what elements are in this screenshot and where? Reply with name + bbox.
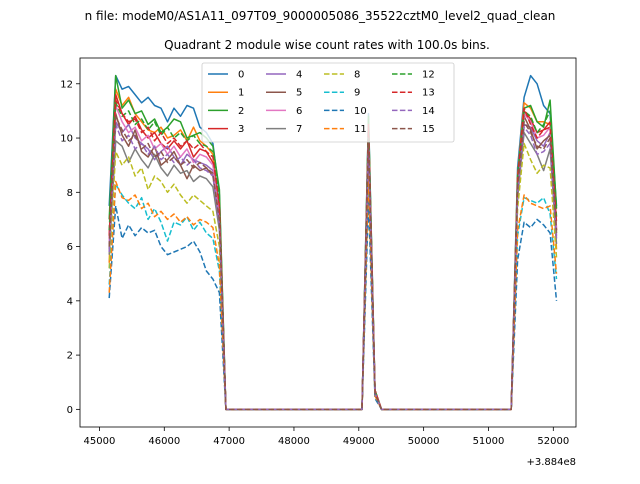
x-axis: 45000 46000 47000 48000 49000 50000 51000 52000 [84,427,569,447]
x-tick-label: 47000 [213,436,245,447]
legend-label-5: 5 [296,88,302,99]
x-tick-label: 46000 [148,436,180,447]
y-tick-label: 8 [67,188,73,199]
legend-label-10: 10 [354,106,367,117]
legend-label-11: 11 [354,124,367,135]
legend-label-6: 6 [296,106,302,117]
y-tick-label: 0 [67,405,73,416]
x-tick-label: 45000 [84,436,116,447]
legend-label-12: 12 [422,70,435,81]
chart-title: Quadrant 2 module wise count rates with … [164,38,490,52]
y-axis: 0 2 4 6 8 10 12 [60,79,80,416]
y-tick-label: 6 [67,242,73,253]
legend-label-3: 3 [238,124,244,135]
legend-label-0: 0 [238,70,244,81]
legend-frame [201,62,455,143]
x-tick-label: 49000 [343,436,375,447]
legend-label-4: 4 [296,70,302,81]
legend-label-13: 13 [422,88,435,99]
legend-label-1: 1 [238,88,244,99]
legend-label-9: 9 [354,88,360,99]
x-tick-label: 50000 [408,436,440,447]
y-tick-label: 4 [67,296,73,307]
legend-label-2: 2 [238,106,244,117]
y-tick-label: 10 [60,134,73,145]
x-tick-label: 48000 [278,436,310,447]
legend-label-7: 7 [296,124,302,135]
axes-frame [79,57,577,428]
x-tick-label: 52000 [537,436,569,447]
legend-label-8: 8 [354,70,360,81]
x-offset-label: +3.884e8 [526,457,576,468]
x-tick-label: 51000 [473,436,505,447]
legend-label-15: 15 [422,124,435,135]
plot-area: 45000 46000 47000 48000 49000 50000 51000 52000… [60,57,577,468]
figure-suptitle: n file: modeM0/AS1A11_097T09_9000005086_… [85,9,556,23]
legend-label-14: 14 [422,106,435,117]
y-tick-label: 2 [67,351,73,362]
series-line-15 [108,115,558,411]
series-layer [108,74,558,411]
y-tick-label: 12 [60,79,73,90]
